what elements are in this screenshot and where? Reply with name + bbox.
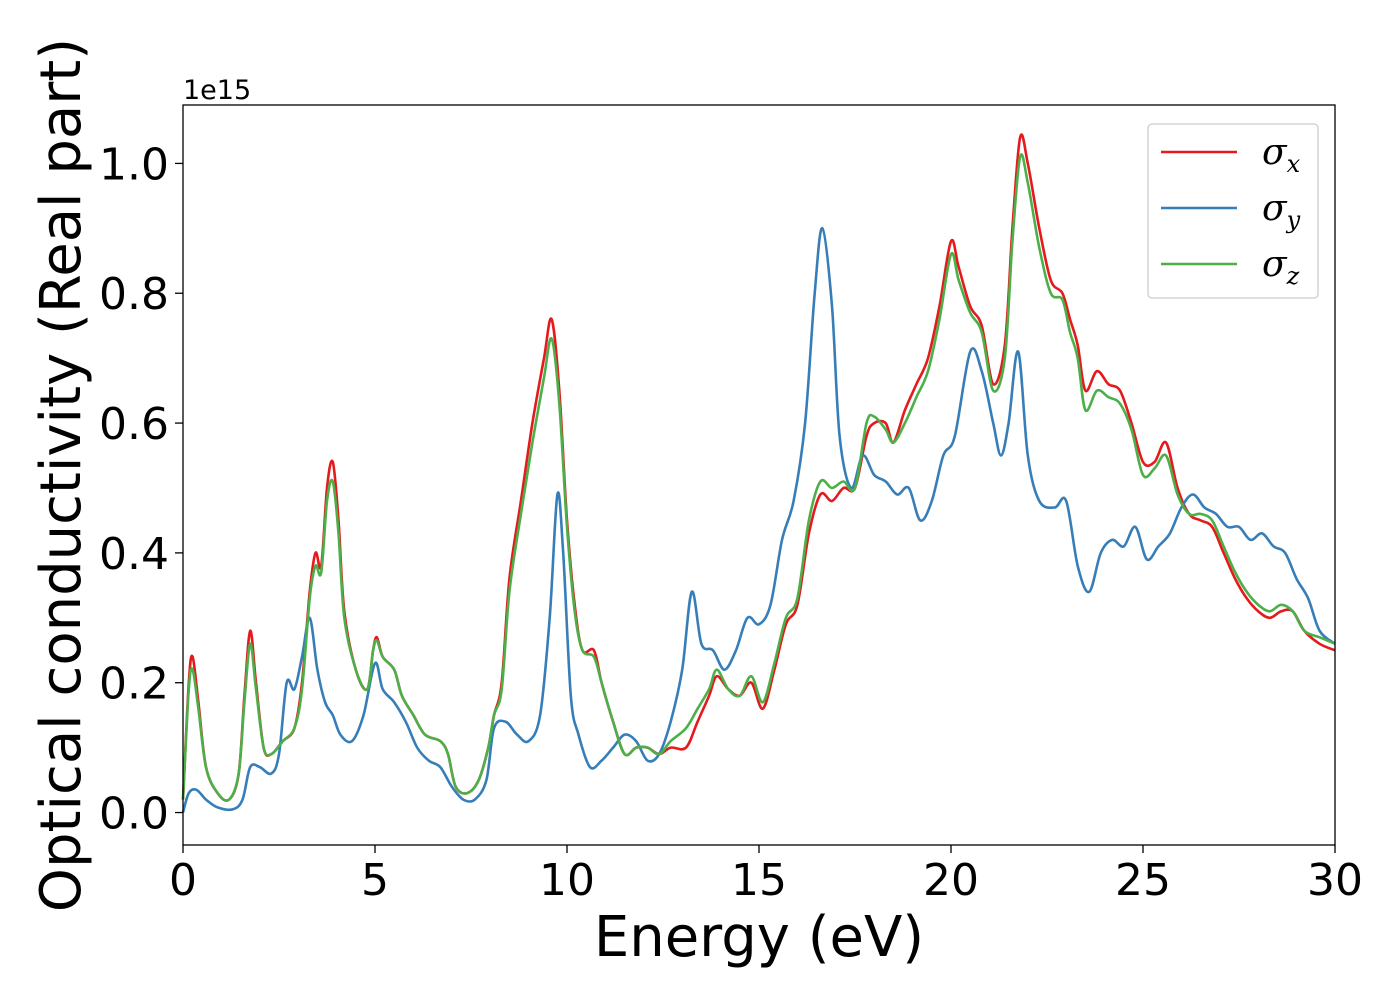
- x-tick-label: 30: [1307, 855, 1363, 906]
- y-tick-label: 0.8: [99, 269, 169, 320]
- x-tick-label: 25: [1115, 855, 1171, 906]
- x-tick-label: 5: [361, 855, 389, 906]
- x-tick-label: 0: [169, 855, 197, 906]
- y-tick-label: 1.0: [99, 139, 169, 190]
- series-line-z: [181, 153, 1336, 802]
- y-tick-label: 0.6: [99, 399, 169, 450]
- y-tick-label: 0.0: [99, 789, 169, 840]
- legend-symbol: σ: [1262, 188, 1288, 229]
- x-tick-label: 15: [731, 855, 787, 906]
- series-layer: [181, 133, 1336, 813]
- series-line-x: [181, 133, 1336, 802]
- y-tick-label: 0.2: [99, 659, 169, 710]
- legend-symbol: σ: [1262, 132, 1288, 173]
- x-axis-title: Energy (eV): [594, 905, 924, 970]
- y-axis: 0.0 0.2 0.4 0.6 0.8 1.0: [99, 139, 183, 840]
- series-line-y: [181, 226, 1336, 813]
- y-tick-label: 0.4: [99, 529, 169, 580]
- y-axis-title: Optical conductivity (Real part): [29, 38, 94, 912]
- legend-box: [1147, 123, 1319, 299]
- legend-subscript: z: [1286, 262, 1300, 290]
- x-axis: 0 5 10 15 20 25 30: [169, 845, 1363, 906]
- legend-label-x: σx: [1262, 132, 1301, 178]
- x-tick-label: 20: [923, 855, 979, 906]
- legend-label-z: σz: [1262, 244, 1300, 290]
- x-tick-label: 10: [539, 855, 595, 906]
- y-offset-label: 1e15: [183, 75, 251, 106]
- legend-subscript: y: [1286, 206, 1301, 234]
- legend-subscript: x: [1287, 150, 1301, 178]
- legend-label-y: σy: [1262, 188, 1301, 234]
- legend-symbol: σ: [1262, 244, 1288, 285]
